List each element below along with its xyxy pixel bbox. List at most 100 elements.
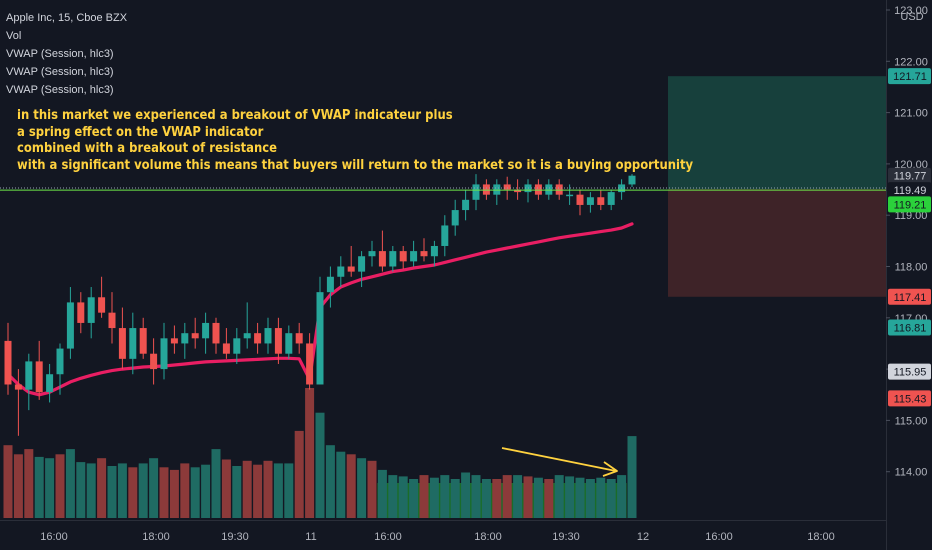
volume-bar [315, 412, 325, 518]
candle [295, 322, 303, 354]
volume-bar [13, 454, 23, 518]
volume-bar [232, 466, 242, 518]
volume-bar [201, 464, 211, 518]
volume-bar [513, 475, 523, 518]
y-tick-label: 118.00 [895, 262, 928, 274]
candle [534, 179, 542, 200]
candle-body [191, 333, 199, 339]
volume-bar [502, 475, 512, 518]
x-tick-label: 12 [637, 531, 649, 543]
candle-body [46, 374, 54, 393]
candle [66, 287, 74, 359]
volume-highlight-zone [377, 483, 627, 518]
candle-body [555, 184, 563, 195]
volume-bar [461, 472, 471, 518]
candle-body [430, 245, 438, 257]
candle [25, 353, 33, 411]
indicator-vwap-2[interactable]: VWAP (Session, hlc3) [6, 66, 114, 78]
candle [347, 245, 355, 277]
volume-bar [76, 462, 86, 518]
candle [368, 240, 376, 267]
candle [410, 240, 418, 267]
price-tag-label: 115.43 [894, 393, 927, 405]
indicator-vol[interactable]: Vol [6, 30, 22, 42]
candle-body [66, 302, 74, 349]
volume-bar [533, 477, 543, 518]
indicator-vwap-3[interactable]: VWAP (Session, hlc3) [6, 84, 114, 96]
candle [285, 325, 293, 359]
candle-body [503, 184, 511, 190]
candle [202, 312, 210, 354]
candle-body [35, 361, 43, 393]
volume-bar [492, 479, 502, 518]
volume-bar [159, 467, 169, 518]
y-tick-label: 121.00 [894, 108, 928, 120]
volume-bar [190, 467, 200, 518]
candle-body [98, 297, 106, 313]
volume-bar [221, 459, 231, 518]
candle-body [108, 312, 116, 329]
candle-body [285, 333, 293, 354]
target-zone [668, 76, 886, 190]
volume-bar [409, 479, 419, 518]
candle-body [233, 338, 241, 354]
candle [389, 245, 397, 272]
price-tag-bg [888, 390, 931, 407]
candle-body [566, 194, 574, 197]
candle [441, 215, 449, 257]
price-tag-label: 121.71 [893, 71, 927, 83]
y-tick-label: 123.00 [894, 5, 928, 17]
symbol-title[interactable]: Apple Inc, 15, Cboe BZX [6, 12, 128, 24]
candle [586, 192, 594, 213]
candle-body [482, 184, 490, 195]
volume-bar [357, 458, 367, 518]
candle [326, 266, 334, 308]
x-tick-label: 11 [305, 531, 316, 543]
candle-body [25, 361, 33, 390]
candle-body [14, 384, 22, 390]
candle-body [462, 199, 470, 211]
volume-bar [180, 463, 190, 518]
candle [576, 189, 584, 216]
candle [566, 184, 574, 205]
volume-bar [34, 456, 44, 518]
candle-body [597, 197, 605, 205]
volume-bar [596, 477, 606, 518]
volume-bar [273, 463, 283, 518]
candle-body [410, 251, 418, 262]
volume-bar [305, 388, 315, 518]
volume-bar [429, 477, 439, 518]
candle [233, 328, 241, 364]
candle-body [534, 184, 542, 195]
volume-bar [86, 463, 96, 518]
y-tick-label: 115.00 [895, 415, 928, 427]
candle [222, 328, 230, 359]
candle [451, 199, 459, 236]
volume-bar [388, 475, 398, 518]
time-axis-panel [0, 520, 886, 550]
volume-bar [128, 467, 138, 518]
candle-body [212, 322, 220, 344]
price-tag: 115.95 [888, 363, 931, 380]
x-tick-label: 16:00 [374, 531, 402, 543]
candle [98, 276, 106, 318]
price-tag: 115.43 [888, 390, 931, 407]
candle-body [451, 210, 459, 226]
annotation-line: combined with a breakout of resistance [17, 140, 278, 156]
y-tick-label: 114.00 [895, 467, 928, 479]
price-tag: 117.41 [888, 288, 931, 305]
indicator-vwap-1[interactable]: VWAP (Session, hlc3) [6, 48, 114, 60]
volume-bar [617, 475, 627, 518]
candle [524, 179, 532, 203]
annotation-arrow-head [602, 461, 618, 477]
volume-bar [149, 458, 159, 518]
price-tag-label: 119.21 [894, 199, 927, 211]
x-tick-label: 18:00 [142, 531, 170, 543]
candle [56, 343, 64, 395]
candle [618, 179, 626, 200]
candle-body [316, 292, 324, 385]
volume-bar [575, 477, 585, 518]
candle-body [441, 225, 449, 246]
volume-bar [554, 475, 564, 518]
